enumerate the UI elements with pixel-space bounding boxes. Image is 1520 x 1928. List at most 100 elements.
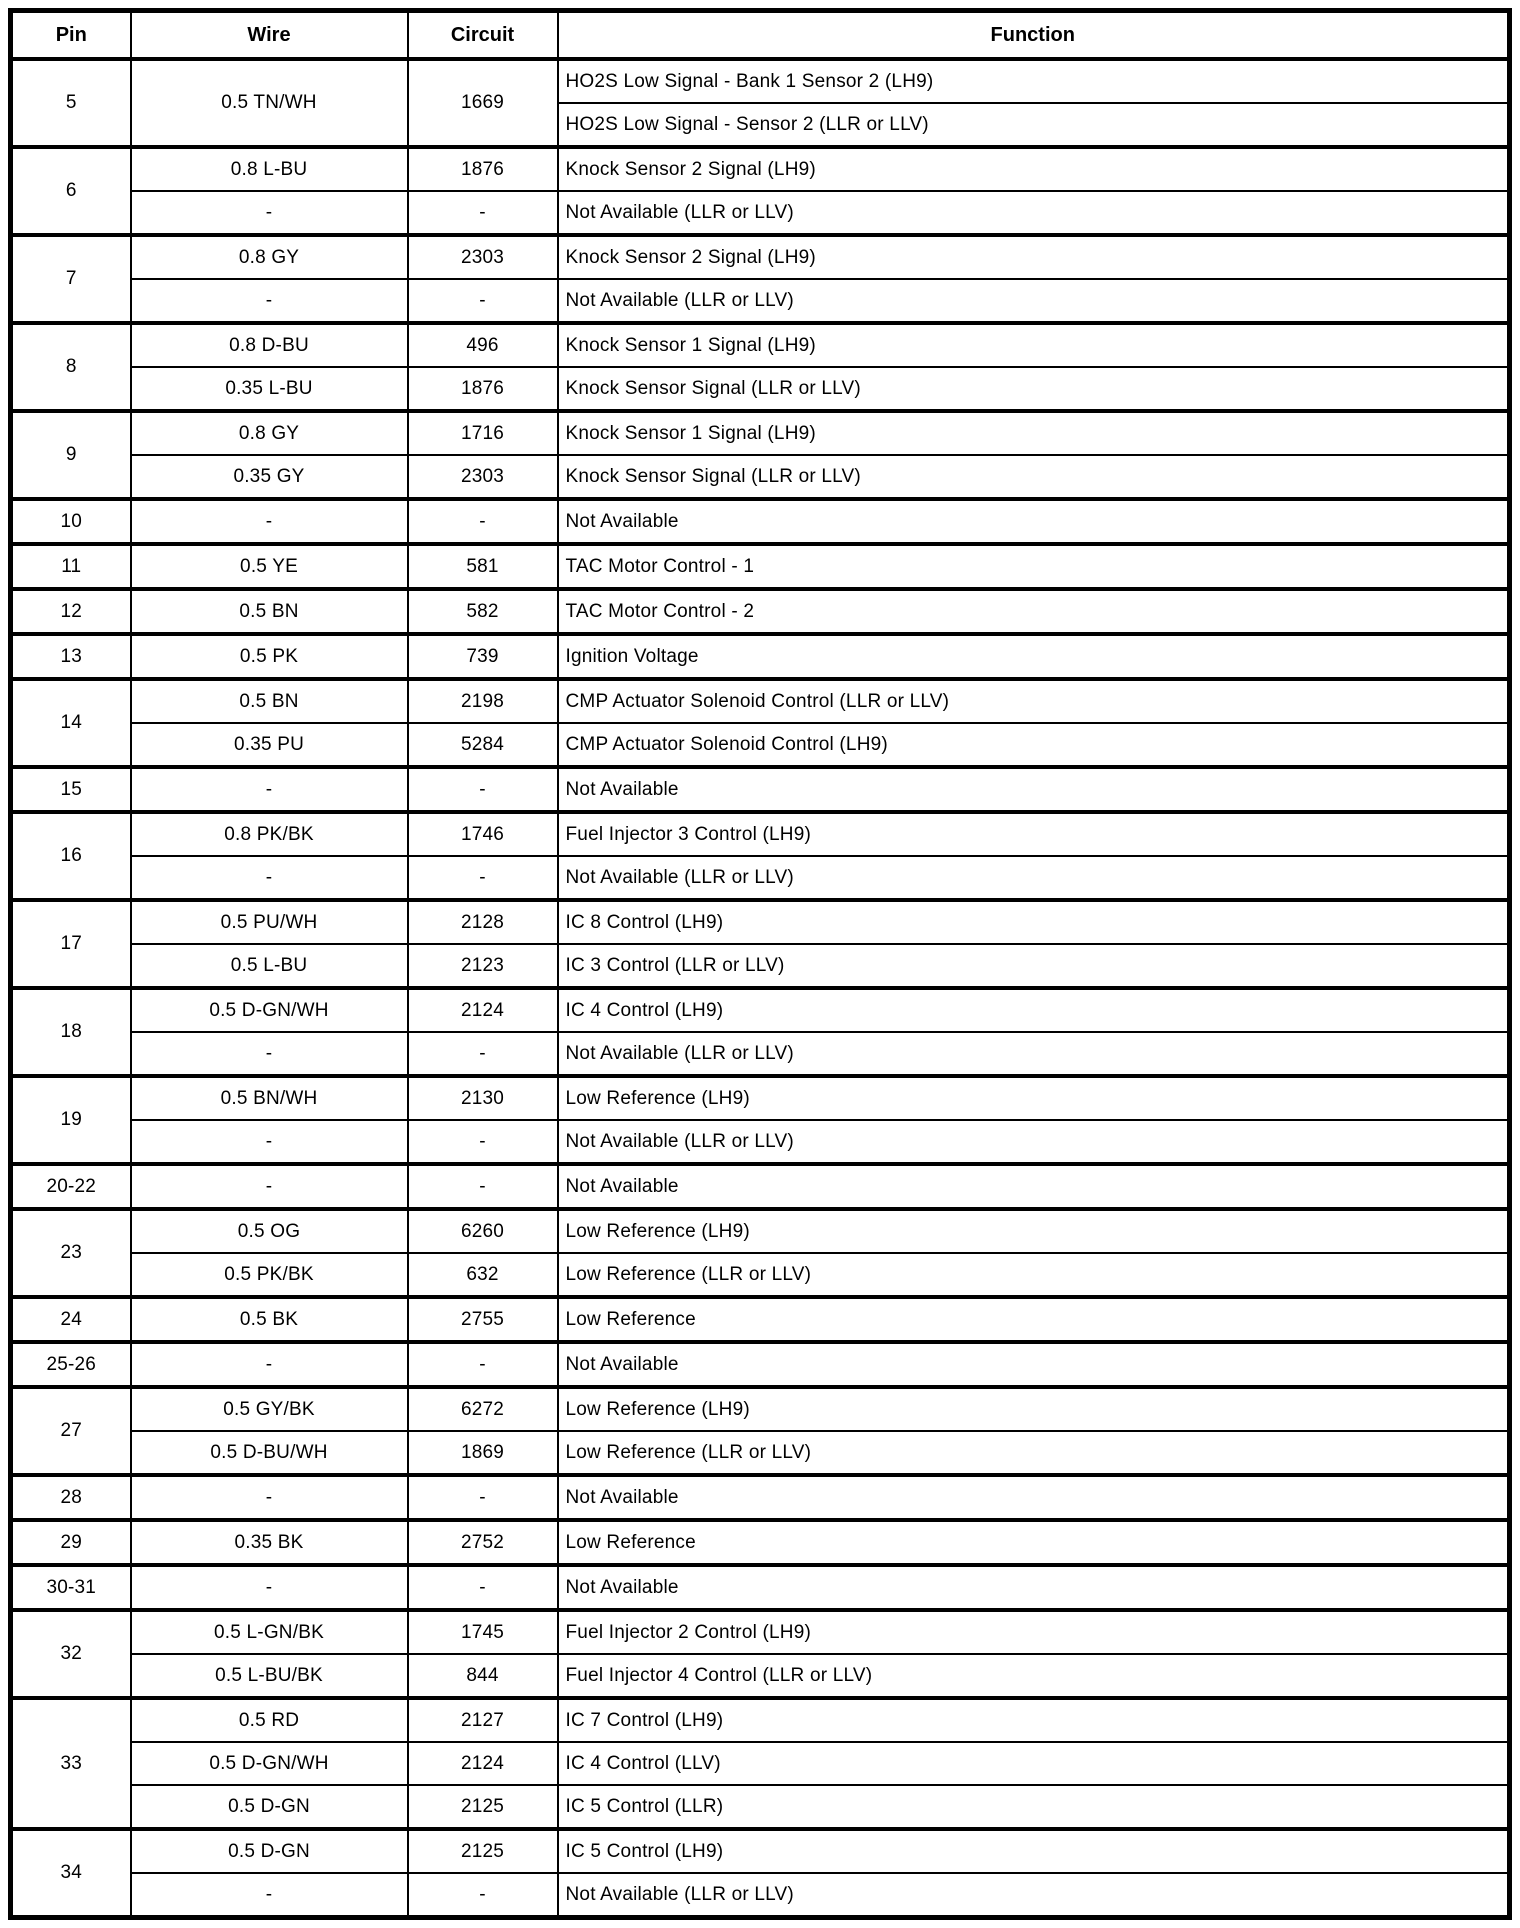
circuit-cell: 1876 [406,366,559,412]
wire-cell: 0.5 D-GN/WH [129,986,409,1033]
function-cell: Low Reference (LLR or LLV) [556,1430,1511,1476]
wire-cell: 0.5 D-GN/WH [129,1741,409,1786]
function-cell: Knock Sensor Signal (LLR or LLV) [556,366,1511,412]
circuit-cell: 2130 [406,1074,559,1121]
circuit-cell: - [406,1340,559,1388]
function-cell: Not Available (LLR or LLV) [556,278,1511,324]
function-cell: Fuel Injector 4 Control (LLR or LLV) [556,1653,1511,1699]
pin-cell: 13 [9,632,132,680]
pin-cell: 11 [9,542,132,590]
wire-cell: - [129,1031,409,1077]
pin-cell: 20-22 [9,1162,132,1210]
function-cell: Knock Sensor 2 Signal (LH9) [556,233,1511,280]
table-row: - - Not Available (LLR or LLV) [11,278,1511,324]
wire-cell: - [129,855,409,901]
circuit-cell: 1876 [406,145,559,192]
pin-cell: 27 [9,1385,132,1476]
wire-cell: 0.5 L-BU/BK [129,1653,409,1699]
table-row: 0.5 D-BU/WH 1869 Low Reference (LLR or LLV… [11,1430,1511,1476]
wire-cell: - [129,1340,409,1388]
wire-cell: - [129,1872,409,1919]
circuit-cell: - [406,278,559,324]
wire-cell: 0.5 BN [129,587,409,635]
pin-cell: 15 [9,765,132,813]
table-row: 27 0.5 GY/BK 6272 Low Reference (LH9) [9,1385,1511,1476]
table-row: 30-31- - Not Available [9,1563,1511,1611]
circuit-cell: - [406,1162,559,1210]
wire-cell: 0.5 BN/WH [129,1074,409,1121]
wire-cell: 0.8 PK/BK [129,810,409,857]
table-row: 0.5 L-BU 2123 IC 3 Control (LLR or LLV) [11,943,1511,989]
function-cell: Knock Sensor 1 Signal (LH9) [556,321,1511,368]
function-cell: CMP Actuator Solenoid Control (LH9) [556,722,1511,768]
function-cell: Ignition Voltage [556,632,1511,680]
function-cell: Not Available [556,1340,1511,1388]
wire-cell: 0.8 GY [129,233,409,280]
table-row: - - Not Available (LLR or LLV) [11,1872,1511,1919]
pin-cell: 17 [9,898,132,989]
function-cell: Not Available (LLR or LLV) [556,855,1511,901]
circuit-cell: 2125 [406,1827,559,1874]
function-cell: TAC Motor Control - 1 [556,542,1511,590]
pin-cell: 5 [9,57,132,148]
pin-cell: 33 [9,1696,132,1830]
pin-cell: 10 [9,497,132,545]
table-row: 23 0.5 OG 6260 Low Reference (LH9) [9,1207,1511,1298]
pin-cell: 14 [9,677,132,768]
table-row: 33 0.5 RD 2127 IC 7 Control (LH9) [9,1696,1511,1830]
wire-cell: 0.5 BN [129,677,409,724]
circuit-cell: 1869 [406,1430,559,1476]
circuit-cell: 739 [406,632,559,680]
function-cell: HO2S Low Signal - Bank 1 Sensor 2 (LH9) [556,57,1511,104]
wire-cell: 0.5 YE [129,542,409,590]
table-row: 0.35 GY 2303 Knock Sensor Signal (LLR or L… [11,454,1511,500]
pin-cell: 8 [9,321,132,412]
function-cell: Knock Sensor 2 Signal (LH9) [556,145,1511,192]
function-cell: Not Available (LLR or LLV) [556,1872,1511,1919]
table-row: - - Not Available (LLR or LLV) [11,190,1511,236]
pin-cell: 18 [9,986,132,1077]
wire-cell: 0.8 L-BU [129,145,409,192]
wire-cell: 0.35 GY [129,454,409,500]
function-cell: Knock Sensor 1 Signal (LH9) [556,409,1511,456]
wire-cell: 0.5 L-GN/BK [129,1608,409,1655]
wire-cell: 0.5 D-GN [129,1827,409,1874]
wire-cell: - [129,1119,409,1165]
table-row: 24 0.5 BK 2755 Low Reference [9,1295,1511,1343]
circuit-cell: 2123 [406,943,559,989]
table-row: - - Not Available (LLR or LLV) [11,1031,1511,1077]
circuit-cell: 1745 [406,1608,559,1655]
circuit-cell: 2303 [406,233,559,280]
table-row: 10- - Not Available [9,497,1511,545]
function-cell: Not Available (LLR or LLV) [556,1031,1511,1077]
column-header-circuit: Circuit [406,9,559,61]
circuit-cell: 844 [406,1653,559,1699]
function-cell: Not Available [556,1473,1511,1521]
table-row: 0.5 PK/BK 632 Low Reference (LLR or LLV) [11,1252,1511,1298]
wire-cell: 0.35 BK [129,1518,409,1566]
pin-cell: 29 [9,1518,132,1566]
circuit-cell: - [406,855,559,901]
circuit-cell: - [406,1031,559,1077]
function-cell: Knock Sensor Signal (LLR or LLV) [556,454,1511,500]
pin-cell: 24 [9,1295,132,1343]
circuit-cell: 2124 [406,986,559,1033]
column-header-wire: Wire [129,9,409,61]
wire-cell: 0.8 GY [129,409,409,456]
table-row: - - Not Available (LLR or LLV) [11,855,1511,901]
pin-cell: 12 [9,587,132,635]
wire-cell: 0.35 PU [129,722,409,768]
wire-cell: 0.5 OG [129,1207,409,1254]
function-cell: Low Reference [556,1295,1511,1343]
function-cell: Not Available [556,1162,1511,1210]
pin-cell: 9 [9,409,132,500]
circuit-cell: - [406,1473,559,1521]
header-row: Pin Wire Circuit Function [9,9,1511,61]
circuit-cell: - [406,497,559,545]
function-cell: Not Available (LLR or LLV) [556,190,1511,236]
circuit-cell: 581 [406,542,559,590]
table-row: 32 0.5 L-GN/BK 1745 Fuel Injector 2 Control… [9,1608,1511,1699]
circuit-cell: 2755 [406,1295,559,1343]
table-row: 0.35 L-BU 1876 Knock Sensor Signal (LLR or… [11,366,1511,412]
function-cell: IC 5 Control (LH9) [556,1827,1511,1874]
